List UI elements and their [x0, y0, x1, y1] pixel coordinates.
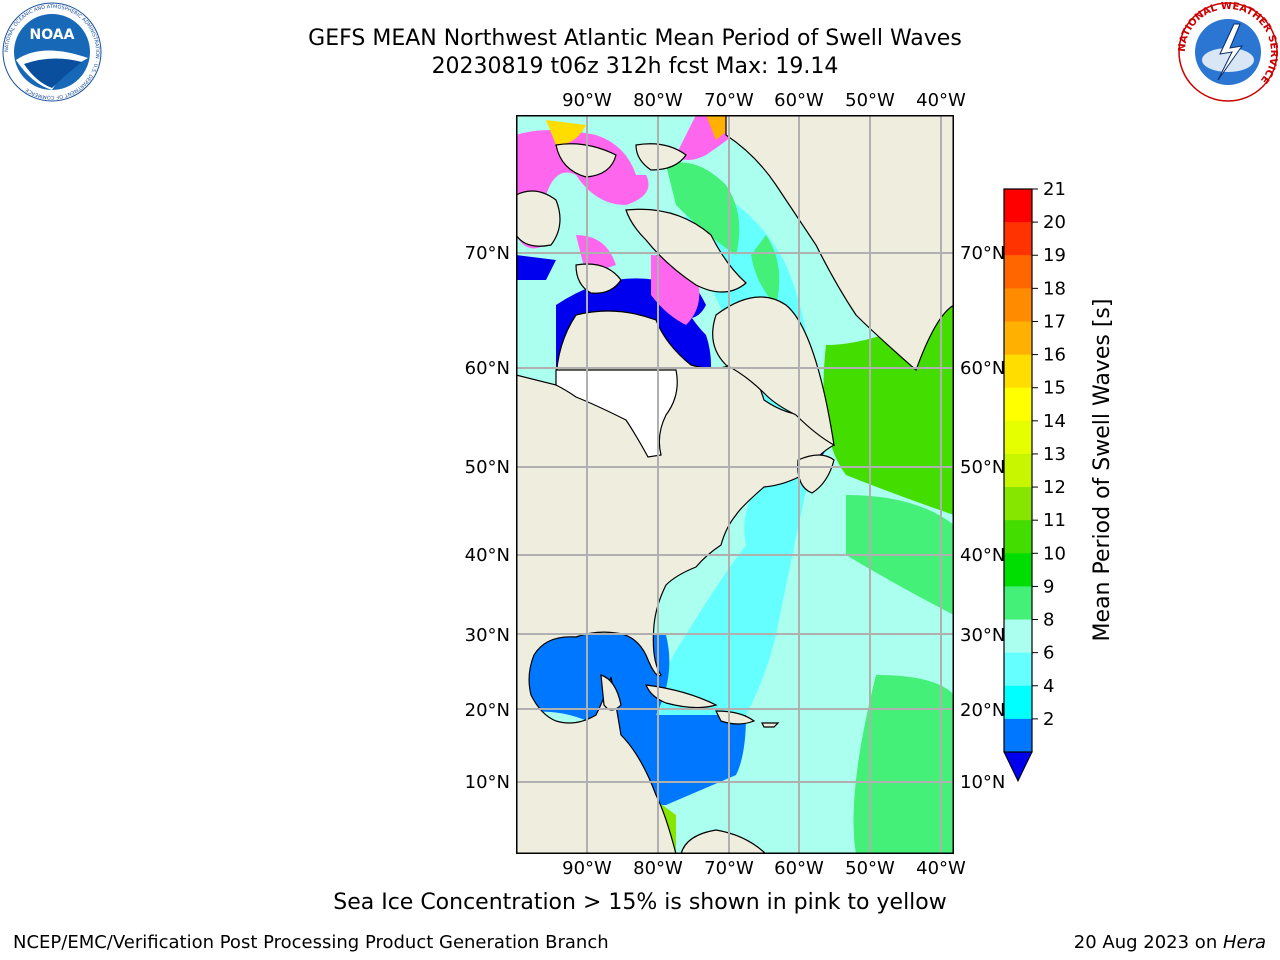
lat-label-left: 30°N — [465, 625, 510, 646]
colorbar-tick-label: 21 — [1043, 179, 1066, 200]
lon-label-top: 70°W — [704, 90, 754, 111]
colorbar-tick-label: 16 — [1043, 345, 1066, 366]
colorbar: 21 20 19 18 17 16 15 14 13 12 11 10 9 8 6 4 2 Mean Perio… — [990, 175, 1140, 795]
colorbar-tick-label: 2 — [1043, 709, 1054, 730]
chart-title: GEFS MEAN Northwest Atlantic Mean Period… — [0, 26, 1280, 51]
lat-label-left: 40°N — [465, 545, 510, 566]
lon-label-top: 80°W — [633, 90, 683, 111]
colorbar-tick-label: 14 — [1043, 411, 1066, 432]
colorbar-band — [1004, 553, 1032, 587]
colorbar-tick-label: 17 — [1043, 311, 1066, 332]
colorbar-band — [1004, 288, 1032, 322]
colorbar-tick-label: 19 — [1043, 245, 1066, 266]
colorbar-tick-label: 11 — [1043, 510, 1066, 531]
nws-logo: NATIONAL WEATHER SERVICE — [1178, 2, 1278, 102]
colorbar-band — [1004, 520, 1032, 554]
colorbar-tick-label: 15 — [1043, 378, 1066, 399]
lon-label-bottom: 70°W — [704, 858, 754, 879]
colorbar-band — [1004, 355, 1032, 389]
colorbar-band — [1004, 454, 1032, 488]
colorbar-band — [1004, 719, 1032, 753]
lat-label-left: 50°N — [465, 457, 510, 478]
colorbar-tick-label: 4 — [1043, 676, 1054, 697]
colorbar-tick-label: 6 — [1043, 643, 1054, 664]
colorbar-band — [1004, 189, 1032, 223]
lon-label-top: 50°W — [845, 90, 895, 111]
lat-label-left: 20°N — [465, 700, 510, 721]
run-datestamp: 20 Aug 2023 on Hera — [1074, 932, 1266, 953]
colorbar-tick-label: 10 — [1043, 543, 1066, 564]
colorbar-tick-label: 8 — [1043, 610, 1054, 631]
lon-label-bottom: 40°W — [916, 858, 966, 879]
colorbar-band — [1004, 222, 1032, 256]
noaa-logo: NOAA NATIONAL OCEANIC AND ATMOSPHERIC AD… — [2, 2, 102, 102]
colorbar-band — [1004, 653, 1032, 687]
colorbar-band — [1004, 686, 1032, 720]
noaa-logo-text: NOAA — [30, 27, 75, 43]
colorbar-tick-label: 12 — [1043, 477, 1066, 498]
lon-label-top: 40°W — [916, 90, 966, 111]
chart-subtitle: 20230819 t06z 312h fcst Max: 19.14 — [0, 54, 1280, 79]
colorbar-band — [1004, 586, 1032, 620]
lon-label-bottom: 90°W — [562, 858, 612, 879]
lat-label-left: 60°N — [465, 358, 510, 379]
colorbar-under-arrow — [1004, 752, 1032, 781]
colorbar-band — [1004, 388, 1032, 422]
map-frame — [516, 115, 954, 854]
organization-credit: NCEP/EMC/Verification Post Processing Pr… — [13, 932, 609, 953]
lon-label-bottom: 50°W — [845, 858, 895, 879]
sea-ice-note: Sea Ice Concentration > 15% is shown in … — [0, 890, 1280, 915]
lon-label-bottom: 60°W — [774, 858, 824, 879]
colorbar-band — [1004, 255, 1032, 289]
lon-label-top: 60°W — [774, 90, 824, 111]
lat-label-left: 10°N — [465, 772, 510, 793]
colorbar-band — [1004, 620, 1032, 654]
colorbar-tick-label: 13 — [1043, 444, 1066, 465]
colorbar-tick-label: 18 — [1043, 278, 1066, 299]
colorbar-tick-label: 9 — [1043, 576, 1054, 597]
date-text: 20 Aug 2023 on — [1074, 932, 1223, 953]
lon-label-top: 90°W — [562, 90, 612, 111]
lon-label-bottom: 80°W — [633, 858, 683, 879]
lat-label-left: 70°N — [465, 243, 510, 264]
colorbar-tick-label: 20 — [1043, 212, 1066, 233]
colorbar-band — [1004, 421, 1032, 455]
colorbar-label: Mean Period of Swell Waves [s] — [1090, 299, 1115, 642]
colorbar-band — [1004, 487, 1032, 521]
colorbar-band — [1004, 321, 1032, 355]
host-name: Hera — [1223, 932, 1266, 953]
